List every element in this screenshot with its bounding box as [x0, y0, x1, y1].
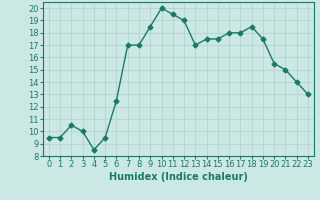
X-axis label: Humidex (Indice chaleur): Humidex (Indice chaleur): [109, 172, 248, 182]
